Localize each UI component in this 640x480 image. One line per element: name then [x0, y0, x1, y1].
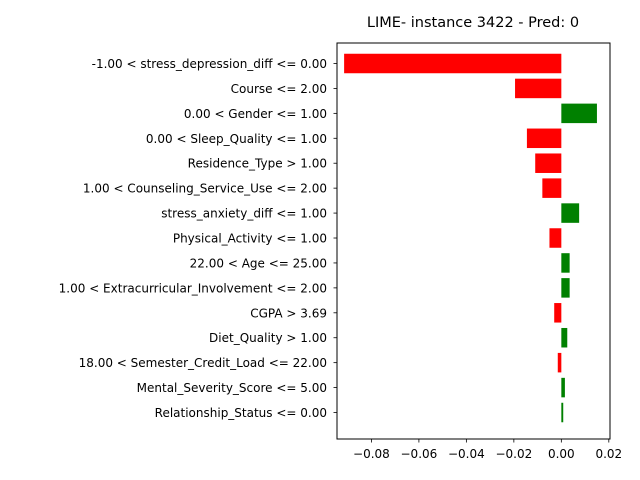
y-tick-label: 0.00 < Gender <= 1.00 [184, 107, 327, 121]
x-tick-label: −0.06 [401, 447, 438, 461]
bar [535, 153, 562, 173]
bar [561, 278, 570, 298]
bar [542, 178, 562, 198]
bar [561, 377, 565, 398]
x-ticks: −0.08 −0.06 −0.04 −0.02 0.00 0.02 [353, 439, 622, 461]
y-tick-labels: -1.00 < stress_depression_diff <= 0.00 Co… [59, 57, 337, 420]
bar [515, 78, 562, 99]
y-tick-label: Residence_Type > 1.00 [188, 157, 327, 171]
x-tick-label: 0.00 [548, 447, 575, 461]
bar [557, 352, 562, 373]
y-tick-label: 22.00 < Age <= 25.00 [190, 256, 327, 270]
y-tick-label: Course <= 2.00 [231, 82, 327, 96]
y-tick-label: Mental_Severity_Score <= 5.00 [137, 381, 327, 395]
y-tick-label: CGPA > 3.69 [250, 306, 327, 320]
bar [561, 203, 580, 223]
y-tick-label: 0.00 < Sleep_Quality <= 1.00 [146, 132, 327, 146]
y-tick-label: Physical_Activity <= 1.00 [173, 232, 327, 246]
plot-frame [336, 42, 611, 440]
y-tick-label: Relationship_Status <= 0.00 [155, 406, 327, 420]
y-tick-label: Diet_Quality > 1.00 [209, 331, 327, 345]
y-tick-label: -1.00 < stress_depression_diff <= 0.00 [92, 57, 327, 71]
y-tick-label: 1.00 < Extracurricular_Involvement <= 2.… [59, 281, 327, 295]
bar [561, 327, 568, 348]
bar [561, 402, 564, 423]
bar [344, 53, 562, 74]
y-tick-label: stress_anxiety_diff <= 1.00 [161, 207, 327, 221]
x-tick-label: −0.02 [495, 447, 532, 461]
bar [561, 253, 570, 273]
y-tick-label: 1.00 < Counseling_Service_Use <= 2.00 [83, 182, 327, 196]
bars-group [344, 53, 597, 423]
bar [554, 303, 562, 323]
x-tick-label: −0.04 [448, 447, 485, 461]
x-tick-label: 0.02 [595, 447, 622, 461]
bar [561, 103, 597, 124]
chart-title: LIME- instance 3422 - Pred: 0 [367, 15, 579, 31]
x-tick-label: −0.08 [353, 447, 390, 461]
bar [549, 228, 562, 248]
bar [526, 128, 562, 149]
y-tick-label: 18.00 < Semester_Credit_Load <= 22.00 [79, 356, 327, 370]
